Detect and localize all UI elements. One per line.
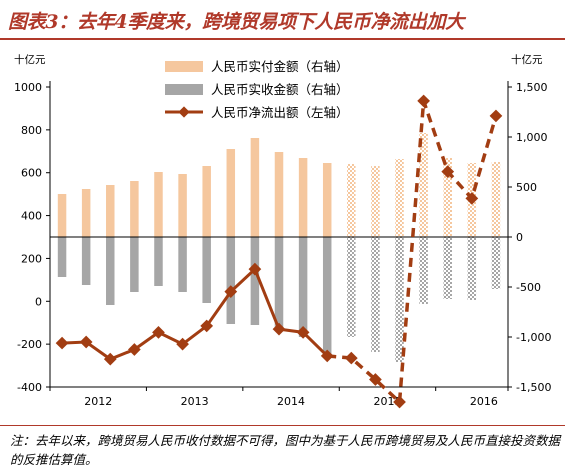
bar-received <box>395 237 404 362</box>
bar-received <box>371 237 380 352</box>
right-tick-label: 0 <box>516 231 523 244</box>
net-outflow-marker <box>393 395 406 409</box>
right-tick-label: 500 <box>516 181 537 194</box>
bar-received <box>419 237 428 304</box>
net-outflow-marker <box>224 285 238 299</box>
bar-received <box>467 237 477 300</box>
right-tick-label: 1,500 <box>516 81 548 94</box>
net-outflow-marker <box>296 325 310 339</box>
bar-paid <box>178 174 187 237</box>
bar-received <box>154 237 163 286</box>
net-outflow-marker <box>103 352 117 366</box>
bar-paid <box>202 166 211 237</box>
bar-received <box>250 237 260 325</box>
bar-received <box>57 237 67 277</box>
right-tick-label: -500 <box>516 281 541 294</box>
legend-swatch-received <box>165 84 203 95</box>
net-outflow-marker <box>79 335 93 349</box>
bar-paid <box>298 158 308 237</box>
legend-label-paid: 人民币实付金额（右轴） <box>211 59 349 74</box>
net-outflow-marker <box>128 343 141 356</box>
chart-canvas: -400 -200 0 200 400 600 800 1000 -1,500 -1,000 -50… <box>14 59 551 409</box>
left-tick-label: 200 <box>21 252 42 265</box>
footnote: 注：去年以来，跨境贸易人民币收付数据不可得，图中为基于人民币跨境贸易及人民币直接… <box>0 425 565 469</box>
bar-paid <box>226 149 236 237</box>
legend-label-net: 人民币净流出额（左轴） <box>211 105 349 120</box>
legend-label-received: 人民币实收金额（右轴） <box>211 82 349 97</box>
bar-received <box>130 237 139 292</box>
bar-received <box>106 237 115 305</box>
bar-paid <box>250 138 260 237</box>
left-tick-label: 1000 <box>14 81 42 94</box>
net-outflow-marker <box>55 336 69 350</box>
net-outflow-marker <box>200 319 214 333</box>
bar-received <box>202 237 211 303</box>
net-outflow-marker <box>272 322 286 336</box>
axis-layer: -400 -200 0 200 400 600 800 1000 -1,500 -1,000 -50… <box>14 81 551 408</box>
bar-paid <box>81 189 91 237</box>
left-tick-label: -400 <box>17 381 42 394</box>
bar-paid <box>106 185 115 237</box>
x-tick-label: 2016 <box>470 395 498 408</box>
bar-paid <box>491 162 501 237</box>
x-tick-label: 2012 <box>84 395 112 408</box>
net-outflow-marker <box>369 373 382 386</box>
right-tick-label: 1,000 <box>516 131 548 144</box>
bar-paid <box>322 163 332 237</box>
net-outflow-marker <box>152 325 165 339</box>
x-tick-label: 2014 <box>277 395 305 408</box>
bar-paid <box>371 166 380 237</box>
bar-received <box>298 237 308 337</box>
bar-paid <box>274 152 284 237</box>
bar-paid <box>57 194 67 237</box>
bar-received <box>322 237 332 355</box>
legend-swatch-paid <box>165 61 203 72</box>
bar-received <box>347 237 356 337</box>
bar-received <box>491 237 501 289</box>
legend: 人民币实付金额（右轴） 人民币实收金额（右轴） 人民币净流出额（左轴） <box>165 59 349 120</box>
bar-received <box>81 237 91 285</box>
left-axis-unit: 十亿元 <box>14 54 46 66</box>
bar-paid <box>443 158 452 237</box>
left-tick-label: 400 <box>21 210 42 223</box>
bar-received <box>226 237 236 324</box>
bar-paid <box>419 133 428 237</box>
bar-paid <box>347 164 356 237</box>
net-outflow-marker <box>465 192 479 205</box>
right-axis-unit: 十亿元 <box>511 54 543 66</box>
left-tick-label: -200 <box>17 338 42 351</box>
net-outflow-marker <box>176 337 189 351</box>
bar-paid <box>154 172 163 237</box>
chart-title: 图表3：去年4季度来，跨境贸易项下人民币净流出加大 <box>0 0 565 40</box>
net-outflow-marker <box>489 109 503 123</box>
net-outflow-line-layer <box>55 94 503 409</box>
bar-paid <box>395 159 404 237</box>
net-outflow-marker <box>441 165 455 179</box>
left-tick-label: 800 <box>21 124 42 137</box>
net-outflow-line-solid <box>61 266 329 361</box>
bar-paid <box>130 181 139 237</box>
net-outflow-marker <box>344 351 358 365</box>
bar-received <box>443 237 452 299</box>
bar-received <box>274 237 284 330</box>
bar-layer <box>57 133 501 362</box>
net-outflow-marker <box>417 94 430 108</box>
left-tick-label: 600 <box>21 167 42 180</box>
right-tick-label: -1,000 <box>516 331 551 344</box>
bar-received <box>178 237 187 292</box>
net-outflow-marker <box>320 349 334 363</box>
x-tick-label: 2013 <box>181 395 209 408</box>
net-outflow-line-dashed <box>327 100 498 406</box>
right-tick-label: -1,500 <box>516 381 551 394</box>
legend-swatch-net-marker <box>178 106 190 118</box>
left-tick-label: 0 <box>35 295 42 308</box>
